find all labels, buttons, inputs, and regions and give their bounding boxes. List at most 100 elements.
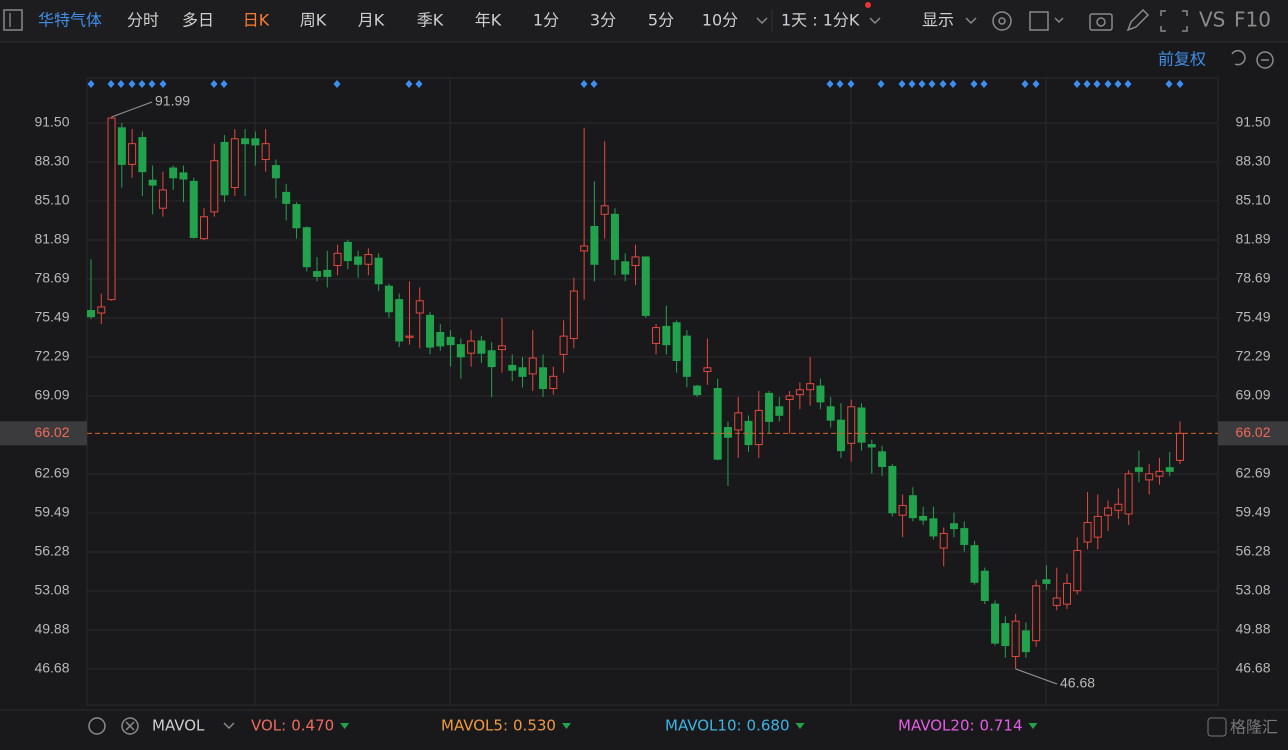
y-tick-label-right: 88.30 (1235, 153, 1270, 169)
candle-body (960, 528, 969, 545)
y-tick-label: 72.29 (34, 348, 69, 364)
indicator-label: MAVOL20: (898, 717, 975, 735)
candle-body (241, 138, 250, 145)
last-price-label: 66.02 (34, 424, 69, 440)
y-tick-label: 56.28 (34, 543, 69, 559)
candle-body (128, 143, 137, 165)
event-marker (980, 80, 988, 88)
y-tick-label-right: 75.49 (1235, 309, 1270, 325)
plot-frame (86, 77, 1219, 706)
vs-button[interactable]: VS (1199, 8, 1225, 32)
trend-arrow (1028, 723, 1038, 729)
draw-icon[interactable] (1126, 8, 1150, 32)
period-tab[interactable]: 5分 (648, 11, 674, 30)
candle-body (395, 299, 404, 342)
settings-icon-core (998, 17, 1006, 25)
period-tab[interactable]: 日K (243, 11, 270, 30)
camera-icon[interactable] (1089, 13, 1113, 31)
candle-body (158, 189, 167, 209)
interval-select[interactable]: 1天 : 1分K (781, 11, 860, 30)
candle-body (919, 515, 928, 521)
event-marker (159, 80, 167, 88)
period-tab[interactable]: 季K (417, 11, 444, 30)
event-marker (1093, 80, 1101, 88)
indicator-items: VOL: 0.470 MAVOL5: 0.530 MAVOL10: 0.680 MAVOL2… (251, 717, 1038, 735)
candle-body (590, 225, 599, 265)
candle-body (220, 141, 229, 196)
candle-body (610, 213, 619, 260)
candle-body (836, 419, 845, 452)
event-marker (939, 80, 947, 88)
candle-body (826, 406, 835, 421)
period-tab[interactable]: 3分 (590, 11, 616, 30)
event-marker (847, 80, 855, 88)
candle-body (302, 227, 311, 268)
event-marker (918, 80, 926, 88)
candle-body (467, 340, 476, 354)
y-tick-label-right: 56.28 (1235, 543, 1270, 559)
candle-body (765, 392, 774, 422)
event-marker (1176, 80, 1184, 88)
candle-body (713, 388, 722, 460)
undo-icon[interactable] (1231, 49, 1246, 66)
period-tab[interactable]: 月K (358, 11, 385, 30)
period-tab[interactable]: 分时 (127, 11, 159, 30)
candle-body (1062, 582, 1071, 605)
candle-body (508, 364, 517, 371)
trend-arrow (795, 723, 805, 729)
period-tab[interactable]: 10分 (702, 11, 738, 30)
period-tab[interactable]: 年K (475, 11, 502, 30)
fullscreen-icon[interactable] (1160, 10, 1188, 32)
sidebar-toggle[interactable] (3, 9, 23, 31)
layout-icon[interactable] (1029, 11, 1049, 31)
candle-body (1052, 597, 1061, 606)
candle-body (1176, 432, 1184, 461)
adjust-mode[interactable]: 前复权 (1158, 50, 1206, 69)
more-arrow[interactable] (756, 17, 768, 25)
y-tick-label-right: 72.29 (1235, 348, 1270, 364)
minus-icon[interactable] (1256, 51, 1274, 69)
candle-body (189, 180, 198, 238)
display-arrow (965, 17, 977, 25)
stock-name[interactable]: 华特气体 (38, 11, 102, 30)
indicator-label: VOL: (251, 717, 286, 735)
indicator-name[interactable]: MAVOL (152, 717, 205, 735)
settings-icon[interactable] (992, 11, 1012, 31)
candle-body (1155, 470, 1164, 477)
y-tick-label-right: 81.89 (1235, 231, 1270, 247)
last-price-label-right: 66.02 (1235, 424, 1270, 440)
candle-body (313, 271, 322, 277)
display-menu[interactable]: 显示 (922, 11, 954, 30)
candle-body (117, 127, 126, 165)
y-tick-label-right: 85.10 (1235, 192, 1270, 208)
candle-body (87, 310, 95, 318)
candle-body (1145, 473, 1154, 481)
candle-body (816, 385, 825, 403)
candle-body (148, 179, 157, 186)
candle-body (929, 518, 938, 537)
period-tab[interactable]: 1分 (533, 11, 559, 30)
f10-button[interactable]: F10 (1234, 8, 1271, 32)
y-tick-label: 49.88 (34, 621, 69, 637)
period-tab[interactable]: 周K (300, 11, 327, 30)
candle-body (179, 172, 188, 180)
candle-body (898, 504, 907, 516)
y-tick-label: 81.89 (34, 231, 69, 247)
indicator-value: 0.680 (747, 717, 790, 735)
candle-body (878, 451, 887, 467)
y-tick-label: 85.10 (34, 192, 69, 208)
y-tick-label: 59.49 (34, 504, 69, 520)
period-tab[interactable]: 多日 (182, 11, 214, 30)
indicator-close[interactable] (121, 717, 139, 735)
candle-body (518, 367, 527, 377)
indicator-arrow (223, 722, 235, 730)
event-marker (333, 80, 341, 88)
candle-body (559, 335, 568, 355)
event-marker (128, 80, 136, 88)
candle-body (477, 340, 486, 354)
candle-body (282, 191, 291, 204)
indicator-settings[interactable] (88, 717, 106, 735)
candle-body (539, 367, 548, 390)
candle-body (785, 395, 794, 400)
indicator-value: 0.470 (291, 717, 334, 735)
